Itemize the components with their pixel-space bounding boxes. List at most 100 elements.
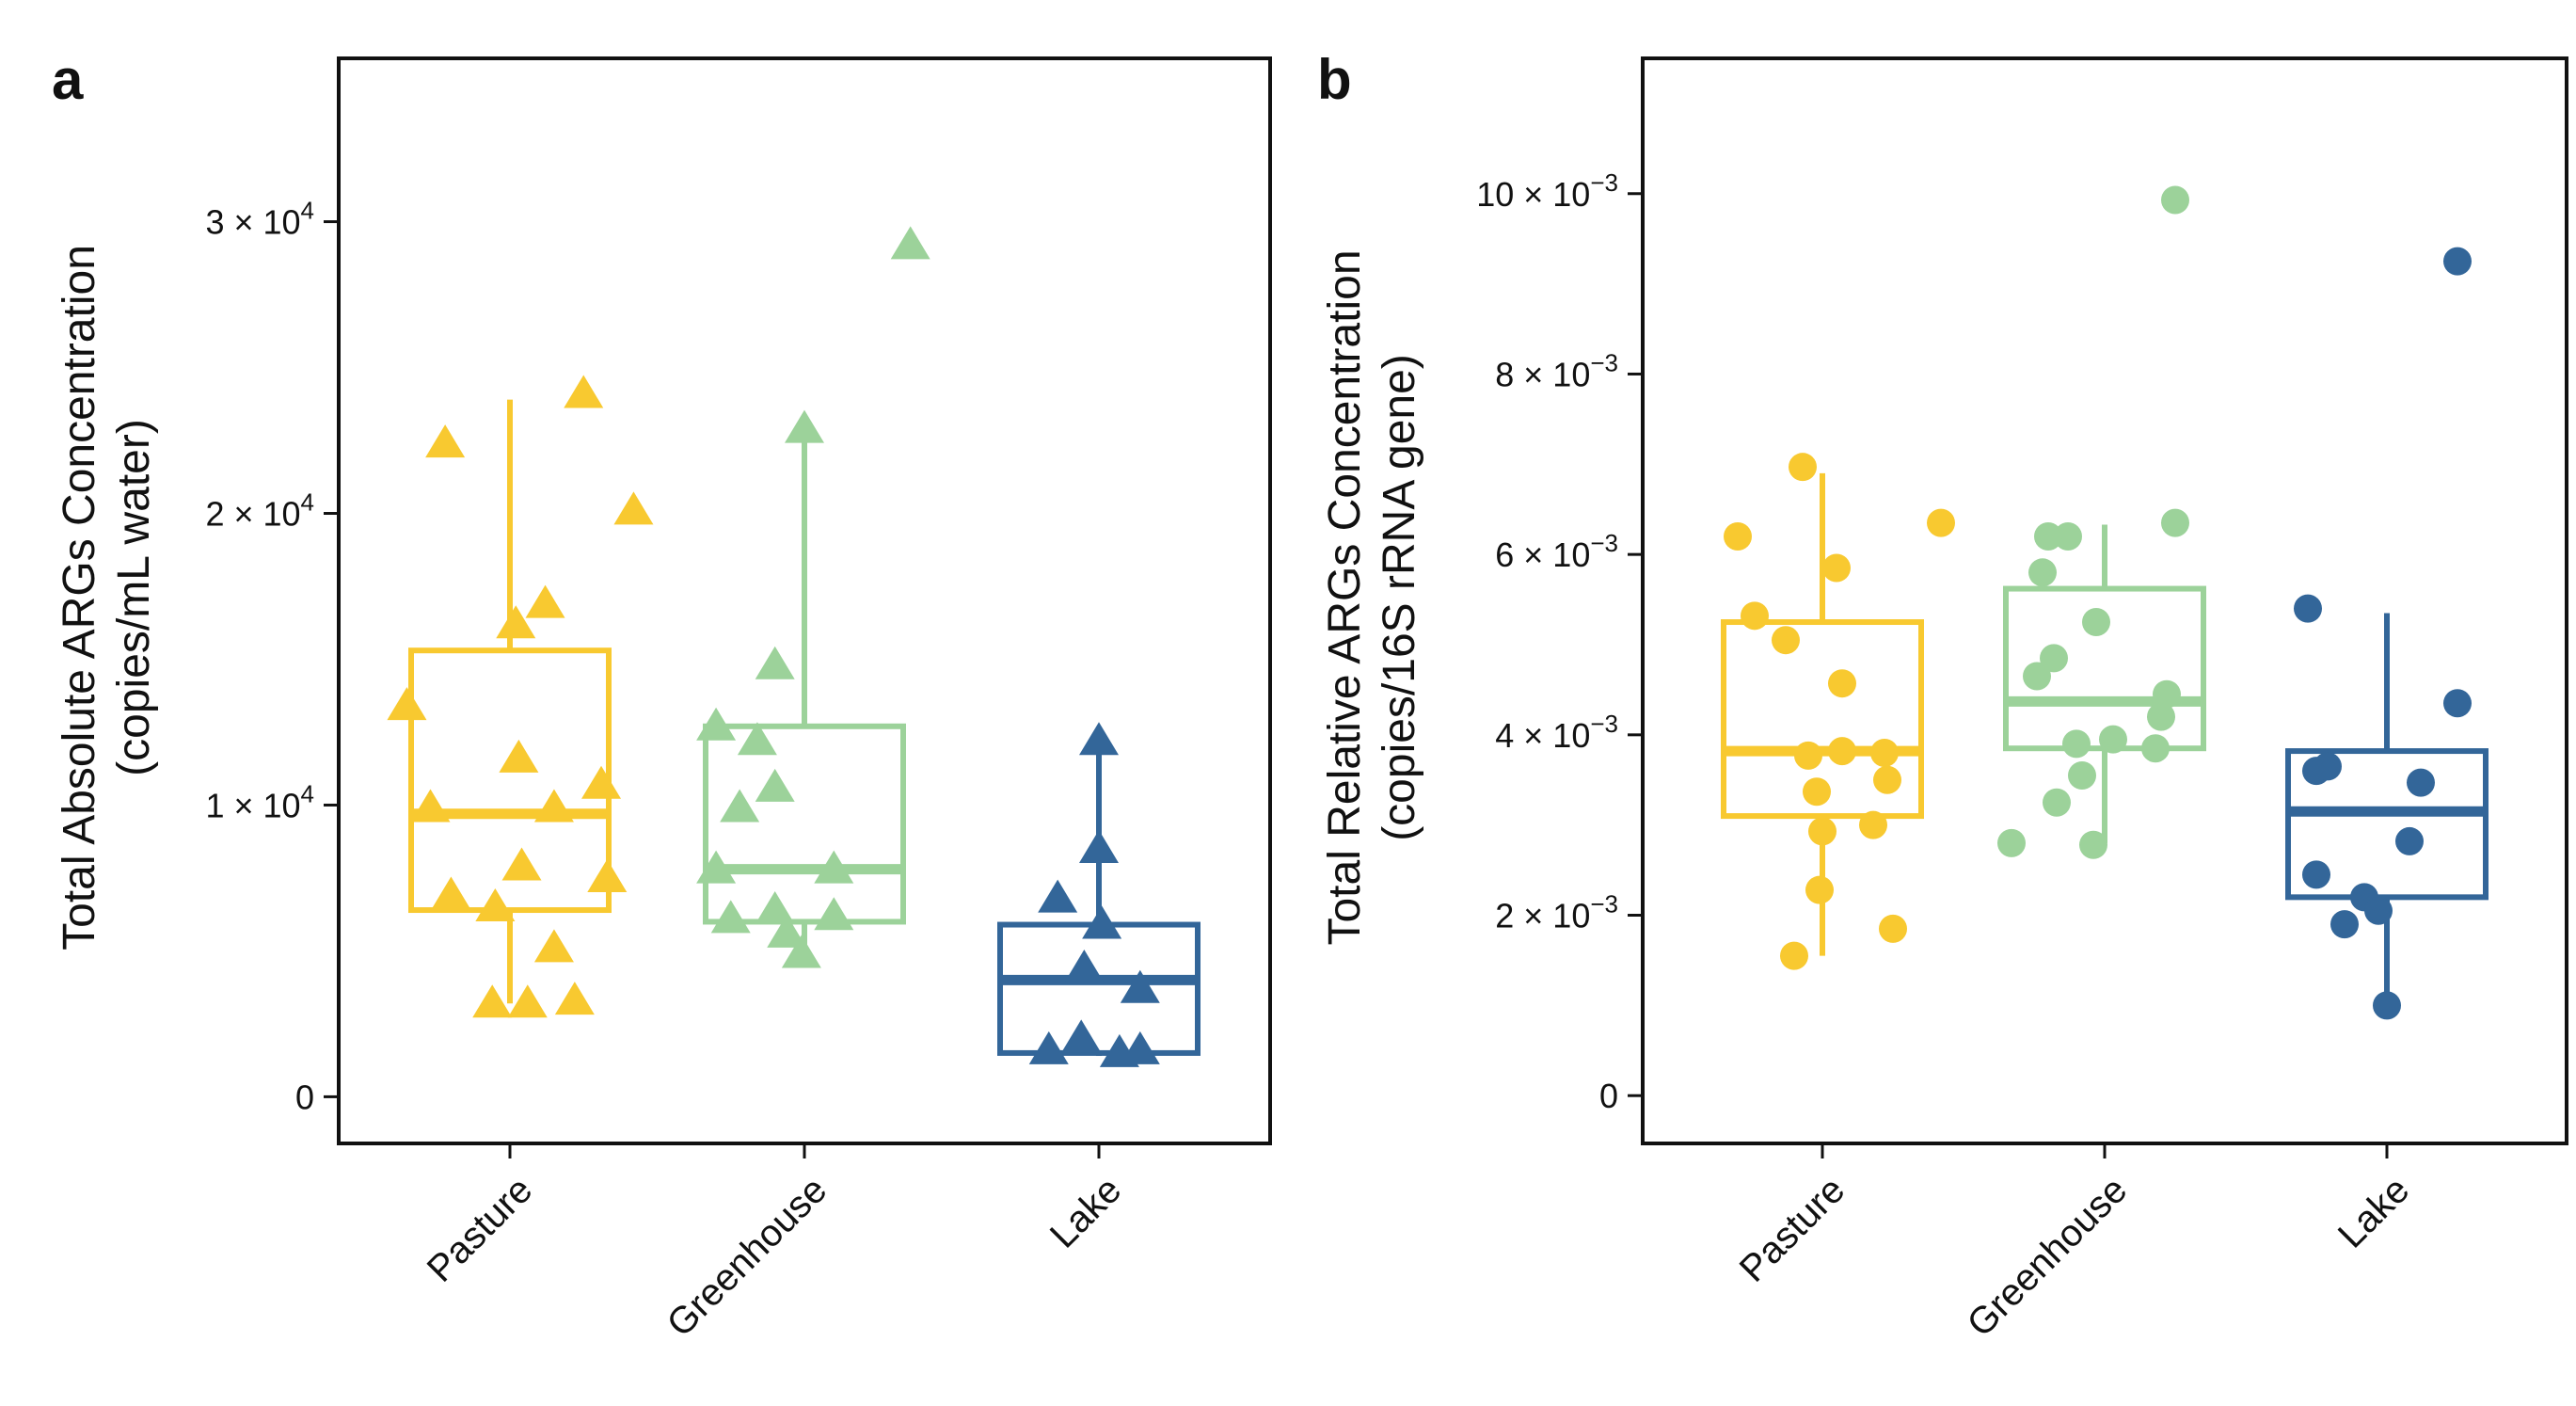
panel-b: b Total Relative ARGs Concentration (cop… xyxy=(1317,48,2568,1345)
data-point xyxy=(781,935,821,968)
x-category-label: Greenhouse xyxy=(660,1169,835,1345)
data-point xyxy=(1828,669,1856,698)
data-point xyxy=(1079,829,1119,863)
data-point xyxy=(1859,810,1887,839)
data-point xyxy=(2099,725,2127,754)
panel-b-boxes xyxy=(1721,472,2489,1006)
data-point xyxy=(2302,860,2330,889)
box-lake xyxy=(2285,613,2489,1006)
data-point xyxy=(2082,608,2110,637)
data-point xyxy=(1772,626,1800,655)
x-category-label: Lake xyxy=(2330,1169,2417,1255)
panel-b-y-ticks: 0 2 × 10−3 4 × 10−3 6 × 10−3 8 × 10−3 10 × 10… xyxy=(1476,168,1643,1115)
data-point xyxy=(1822,553,1851,583)
data-point xyxy=(1741,601,1769,631)
data-point xyxy=(696,850,737,884)
data-point xyxy=(696,707,737,741)
data-point xyxy=(2373,991,2401,1020)
data-point xyxy=(425,424,466,458)
data-point xyxy=(2161,185,2189,215)
data-point xyxy=(1724,521,1752,551)
data-point xyxy=(1794,741,1822,770)
panel-a-points xyxy=(387,226,1160,1067)
panel-a: a Total Absolute ARGs Concentration (cop… xyxy=(52,48,1272,1345)
panel-a-x-ticks: Pasture Greenhouse Lake xyxy=(420,1143,1129,1345)
data-point xyxy=(2068,760,2096,790)
y-tick-label: 4 × 10−3 xyxy=(1495,710,1618,755)
data-point xyxy=(2141,734,2170,763)
data-point xyxy=(554,982,595,1015)
data-point xyxy=(2028,558,2057,587)
data-point xyxy=(475,887,516,921)
data-point xyxy=(890,226,930,260)
data-point xyxy=(2043,788,2071,817)
data-point xyxy=(755,891,795,925)
y-tick-label: 2 × 104 xyxy=(205,488,314,534)
data-point xyxy=(613,491,654,525)
data-point xyxy=(1997,828,2026,857)
data-point xyxy=(387,687,427,721)
panel-b-ylabel-line2: (copies/16S rRNA gene) xyxy=(1375,354,1424,841)
data-point xyxy=(2023,662,2051,691)
box-greenhouse xyxy=(703,437,906,957)
data-point xyxy=(1789,453,1817,482)
data-point xyxy=(1082,905,1122,939)
data-point xyxy=(1873,765,1901,794)
panel-b-points xyxy=(1724,185,2472,1020)
data-point xyxy=(1808,817,1837,846)
data-point xyxy=(1927,508,1955,537)
data-point xyxy=(1061,1019,1102,1053)
box-iqr xyxy=(997,921,1201,1056)
box-iqr xyxy=(2285,748,2489,901)
data-point xyxy=(533,789,574,823)
y-tick-label: 0 xyxy=(295,1078,314,1116)
data-point xyxy=(1028,1031,1069,1064)
data-point xyxy=(1879,914,1907,943)
data-point xyxy=(496,605,536,639)
data-point xyxy=(710,900,751,934)
data-point xyxy=(814,897,854,931)
y-tick-label: 6 × 10−3 xyxy=(1495,529,1618,574)
panel-b-letter: b xyxy=(1317,48,1352,111)
data-point xyxy=(755,768,795,802)
data-point xyxy=(720,789,760,823)
panel-a-ylabel-line2: (copies/mL water) xyxy=(109,419,159,776)
data-point xyxy=(499,739,539,773)
data-point xyxy=(2364,896,2393,925)
data-point xyxy=(2147,702,2175,731)
data-point xyxy=(2294,594,2322,623)
data-point xyxy=(755,646,795,679)
data-point xyxy=(767,914,807,948)
x-category-label: Pasture xyxy=(1732,1169,1853,1290)
panel-b-plot-frame xyxy=(1641,56,2568,1145)
data-point xyxy=(525,584,565,618)
y-tick-label: 8 × 10−3 xyxy=(1495,348,1618,393)
y-tick-label: 3 × 104 xyxy=(205,197,314,242)
data-point xyxy=(2443,689,2472,718)
data-point xyxy=(1780,941,1808,970)
x-category-label: Lake xyxy=(1042,1169,1129,1255)
data-point xyxy=(2079,830,2107,859)
data-point xyxy=(2314,752,2342,781)
data-point xyxy=(1805,875,1834,904)
data-point xyxy=(2330,910,2359,939)
panel-b-ylabel-line1: Total Relative ARGs Concentration xyxy=(1320,249,1370,945)
panel-a-ylabel-line1: Total Absolute ARGs Concentration xyxy=(55,245,104,951)
panel-a-y-ticks: 0 1 × 104 2 × 104 3 × 104 xyxy=(205,197,339,1116)
data-point xyxy=(501,847,542,881)
data-point xyxy=(1120,969,1160,1003)
y-tick-label: 1 × 104 xyxy=(205,779,314,824)
data-point xyxy=(507,984,548,1018)
data-point xyxy=(472,984,513,1018)
data-point xyxy=(2443,247,2472,276)
data-point xyxy=(1099,1033,1139,1067)
data-point xyxy=(581,765,622,799)
box-pasture xyxy=(408,399,612,1004)
box-lake xyxy=(997,743,1201,1057)
data-point xyxy=(533,929,574,963)
data-point xyxy=(2040,644,2068,673)
data-point xyxy=(1803,777,1831,807)
data-point xyxy=(1079,722,1119,756)
y-tick-label: 10 × 10−3 xyxy=(1476,168,1618,214)
